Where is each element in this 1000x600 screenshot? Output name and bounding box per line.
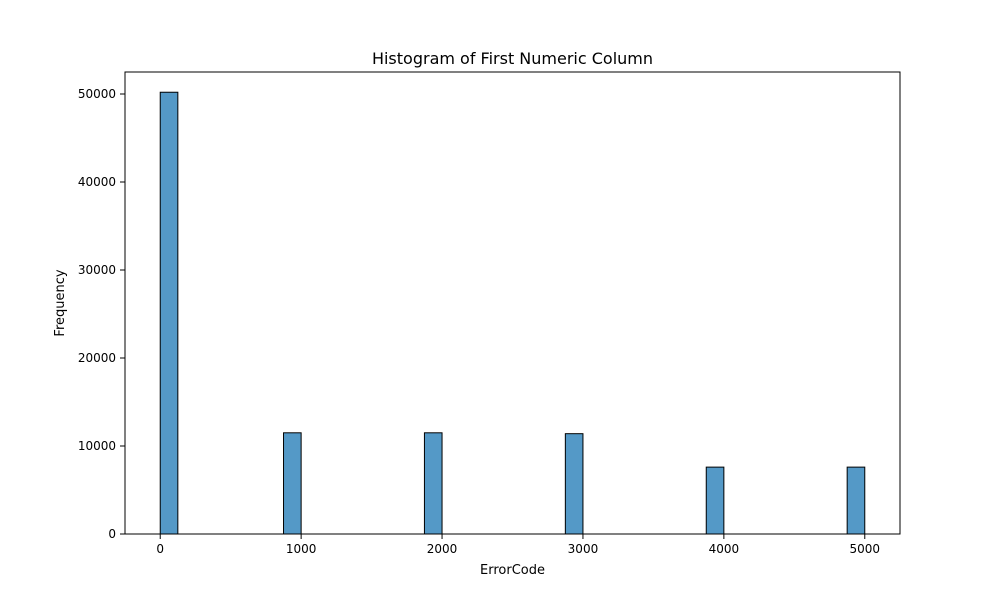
y-tick-label: 20000 (78, 351, 116, 365)
x-axis-label: ErrorCode (480, 563, 545, 578)
y-tick-label: 0 (108, 527, 116, 541)
x-tick-label: 0 (156, 542, 164, 556)
x-axis-ticks: 0 1000 2000 3000 4000 5000 (156, 534, 880, 556)
bars-group (159, 91, 866, 535)
y-axis-label: Frequency (53, 269, 68, 336)
x-tick-label: 1000 (286, 542, 317, 556)
chart-title: Histogram of First Numeric Column (372, 49, 653, 68)
y-tick-label: 40000 (78, 175, 116, 189)
x-tick-label: 5000 (849, 542, 880, 556)
x-tick-label: 2000 (427, 542, 458, 556)
histogram-bar-4 (705, 466, 725, 535)
y-axis-ticks: 0 10000 20000 30000 40000 50000 (78, 87, 125, 541)
histogram-bar-5 (846, 466, 866, 535)
y-tick-label: 50000 (78, 87, 116, 101)
x-tick-label: 4000 (709, 542, 740, 556)
plot-frame (124, 71, 901, 535)
y-tick-label: 30000 (78, 263, 116, 277)
histogram-bar-0 (159, 91, 179, 535)
y-tick-label: 10000 (78, 439, 116, 453)
x-tick-label: 3000 (568, 542, 599, 556)
histogram-bar-2 (423, 432, 443, 535)
histogram-bar-1 (283, 432, 302, 535)
histogram-bar-3 (564, 433, 584, 535)
